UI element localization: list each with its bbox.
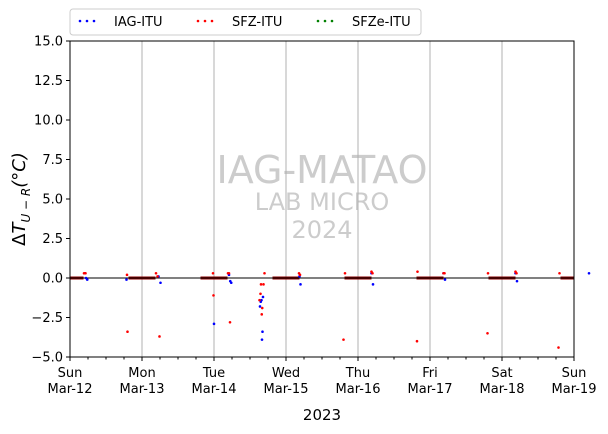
x-tick-label-date: Mar-19 [552,382,597,397]
data-point-sfz-itu [84,271,87,275]
data-point-sfz-itu [557,346,560,349]
x-tick-label-date: Mar-16 [336,382,381,397]
y-axis: −5.0 −2.5 0.0 2.5 5.0 7.5 10.0 12.5 15.0 [31,35,70,366]
data-point-sfz-itu [259,283,263,286]
y-tick-label: 2.5 [42,232,63,247]
legend-marker [196,19,200,23]
data-point-iag-itu [371,283,375,286]
x-tick-label-date: Mar-13 [120,382,165,397]
data-point-sfz-itu [486,332,489,335]
x-tick-label-day: Sun [562,366,587,381]
data-point-sfz-itu [156,275,159,278]
watermark-line-1: IAG-MATAO [216,148,427,192]
y-tick-label: 12.5 [34,74,63,89]
data-point-sfz-itu [443,271,446,275]
x-tick-label-day: Tue [202,366,225,381]
legend-marker [85,19,89,23]
watermark: IAG-MATAO LAB MICRO 2024 [216,148,427,244]
legend-marker [92,19,96,23]
data-point-sfz-itu [211,271,215,275]
grid [141,41,503,357]
data-point-sfz-itu [125,273,129,277]
legend-marker [78,19,82,23]
legend-label: IAG-ITU [114,15,163,30]
data-point-sfz-itu [342,338,345,341]
legend-marker [330,19,334,23]
x-tick-label-date: Mar-17 [408,382,453,397]
data-point-sfz-itu [259,292,262,296]
data-point-sfz-itu [212,294,215,297]
data-point-iag-itu [258,305,262,308]
y-tick-label: 5.0 [42,193,63,208]
legend-marker [203,19,207,23]
x-axis: SunMar-12MonMar-13TueMar-14WedMar-15ThuM… [48,357,597,397]
data-point-sfz-itu [228,320,232,324]
data-point-iag-itu [229,281,233,285]
data-point-sfz-itu [263,271,266,275]
x-tick-label-date: Mar-14 [192,382,237,397]
legend-marker [210,19,214,23]
data-point-sfz-itu [227,271,231,275]
data-point-sfz-itu [258,298,261,302]
data-point-sfz-itu [371,271,374,275]
data-point-iag-itu [299,283,302,286]
y-tick-label: 7.5 [42,153,63,168]
legend-marker [316,19,320,23]
x-tick-label-day: Sun [58,366,83,381]
legend-marker [323,19,327,23]
data-point-sfz-itu [343,271,347,275]
y-tick-label: −5.0 [31,351,63,366]
data-point-sfz-itu [126,330,129,334]
y-tick-label: −2.5 [31,311,63,326]
data-point-iag-itu [260,338,264,341]
y-axis-label: ΔTU − R(°C) [9,152,33,246]
x-tick-label-day: Mon [128,366,155,381]
x-axis-label: 2023 [303,406,341,424]
data-point-sfz-itu [415,339,419,343]
data-point-sfz-itu [260,306,264,310]
x-tick-label-day: Wed [272,366,300,381]
watermark-line-2: LAB MICRO [255,188,390,216]
data-point-iag-itu [85,278,89,281]
data-point-iag-itu [587,271,591,275]
y-tick-label: 0.0 [42,272,63,287]
y-tick-label: 10.0 [34,114,63,129]
legend: IAG-ITU SFZ-ITU SFZe-ITU [69,8,422,36]
data-point-sfz-itu [416,270,419,273]
legend-label: SFZe-ITU [352,15,411,30]
data-point-iag-itu [212,322,216,326]
data-point-sfz-itu [558,271,561,275]
x-tick-label-date: Mar-18 [480,382,525,397]
data-point-iag-itu [515,279,519,283]
data-point-sfz-itu [262,283,265,286]
data-point-sfz-itu [158,335,161,338]
x-tick-label-date: Mar-15 [264,382,309,397]
data-point-iag-itu [125,278,128,281]
data-point-sfz-itu [154,271,158,275]
data-point-sfz-itu [298,273,302,277]
legend-label: SFZ-ITU [232,15,282,30]
x-tick-label-date: Mar-12 [48,382,93,397]
data-points [82,270,591,349]
data-point-iag-itu [159,281,162,285]
data-point-sfz-itu [486,271,490,275]
data-point-iag-itu [443,278,447,281]
data-point-sfz-itu [260,313,264,316]
x-tick-label-day: Sat [491,366,512,381]
y-tick-label: 15.0 [34,35,63,50]
legend-frame [69,8,422,36]
data-point-sfz-itu [515,271,518,275]
x-tick-label-day: Fri [422,366,438,381]
x-tick-label-day: Thu [345,366,370,381]
data-point-iag-itu [261,330,264,334]
watermark-line-3: 2024 [291,216,352,244]
data-point-iag-itu [260,298,263,302]
data-point-iag-itu [261,295,265,299]
